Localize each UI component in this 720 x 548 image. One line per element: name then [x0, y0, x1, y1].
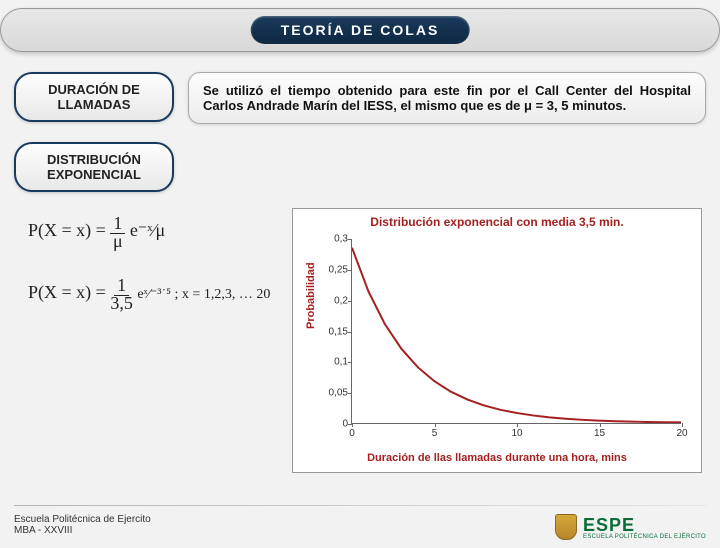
formula1-lhs: P(X = x) =: [28, 220, 106, 240]
formula1-rhs: e⁻ˣ⁄μ: [130, 220, 165, 240]
page-title: TEORÍA DE COLAS: [251, 16, 470, 44]
pill-duracion: DURACIÓN DE LLAMADAS: [14, 72, 174, 122]
footer-text: Escuela Politécnica de Ejercito MBA - XX…: [14, 514, 151, 536]
description-box: Se utilizó el tiempo obtenido para este …: [188, 72, 706, 124]
ytick-label: 0,2: [322, 295, 348, 306]
pill-dist-line2: EXPONENCIAL: [47, 167, 141, 182]
shield-icon: [555, 514, 577, 540]
ytick-label: 0: [322, 419, 348, 430]
footer-line1: Escuela Politécnica de Ejercito: [14, 514, 151, 525]
xtick-label: 0: [349, 428, 355, 439]
xtick-label: 20: [676, 428, 687, 439]
formula2-rhs: eˣ⁄⁻³˙⁵ ; x = 1,2,3, … 20: [137, 287, 270, 302]
pill-dist-line1: DISTRIBUCIÓN: [47, 152, 141, 167]
chart-ylabel: Probabilidad: [305, 262, 317, 329]
pill-distribucion: DISTRIBUCIÓN EXPONENCIAL: [14, 142, 174, 192]
ytick-label: 0,1: [322, 357, 348, 368]
ytick-label: 0,05: [322, 388, 348, 399]
title-bar: TEORÍA DE COLAS: [0, 8, 720, 52]
xtick-label: 15: [594, 428, 605, 439]
logo-text-block: ESPE ESCUELA POLITÉCNICA DEL EJÉRCITO: [583, 515, 706, 540]
pill-duracion-line2: LLAMADAS: [58, 97, 131, 112]
xtick-label: 10: [511, 428, 522, 439]
ytick-label: 0,3: [322, 234, 348, 245]
formula2-lhs: P(X = x) =: [28, 282, 106, 302]
exponential-chart: Distribución exponencial con media 3,5 m…: [292, 208, 702, 473]
top-row: DURACIÓN DE LLAMADAS Se utilizó el tiemp…: [14, 72, 706, 124]
logo-subtext: ESCUELA POLITÉCNICA DEL EJÉRCITO: [583, 534, 706, 540]
footer-divider: [14, 505, 706, 506]
chart-line: [352, 239, 681, 423]
footer-line2: MBA - XXVIII: [14, 525, 151, 536]
ytick-label: 0,15: [322, 326, 348, 337]
logo-text: ESPE: [583, 515, 706, 536]
logo: ESPE ESCUELA POLITÉCNICA DEL EJÉRCITO: [555, 514, 706, 540]
ytick-label: 0,25: [322, 264, 348, 275]
chart-xlabel: Duración de llas llamadas durante una ho…: [293, 452, 701, 464]
chart-title: Distribución exponencial con media 3,5 m…: [293, 215, 701, 229]
pill-duracion-line1: DURACIÓN DE: [48, 82, 140, 97]
xtick-label: 5: [432, 428, 438, 439]
chart-plot-area: 00,050,10,150,20,250,305101520: [351, 239, 681, 424]
